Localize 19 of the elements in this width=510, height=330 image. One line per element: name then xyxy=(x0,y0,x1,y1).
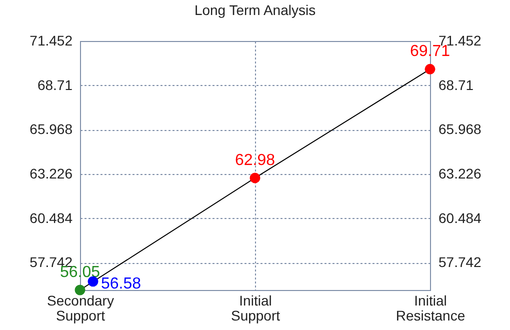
y-tick-label: 68.71 xyxy=(37,76,73,93)
point xyxy=(250,172,260,184)
y-tick-label: 65.968 xyxy=(30,121,73,138)
y2-tick-label: 63.226 xyxy=(438,165,482,182)
y-tick-label: 71.452 xyxy=(30,32,73,48)
x-tick-label: Initial Resistance xyxy=(396,292,466,324)
data-label: 56.58 xyxy=(101,275,142,292)
x-tick-label: Secondary Support xyxy=(47,292,114,324)
data-label: 62.98 xyxy=(234,152,276,169)
chart-title: Long Term Analysis xyxy=(194,2,316,18)
y2-tick-label: 65.968 xyxy=(438,121,482,138)
point xyxy=(74,284,86,296)
y2-tick-label: 57.742 xyxy=(438,254,482,270)
y-tick-label: 63.226 xyxy=(30,165,73,182)
point xyxy=(424,64,436,74)
y2-tick-label: 60.484 xyxy=(438,210,482,226)
y2-tick-label: 68.71 xyxy=(438,76,474,93)
y-tick-label: 60.484 xyxy=(30,210,73,226)
x-tick-label: Initial Support xyxy=(230,292,280,324)
